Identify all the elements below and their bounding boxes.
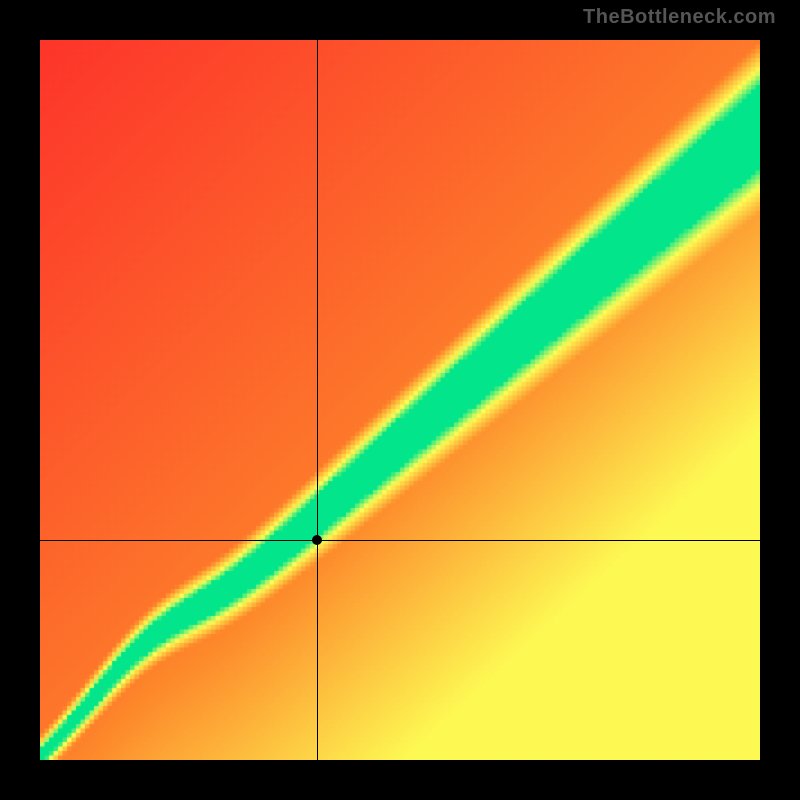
crosshair-vertical — [317, 40, 318, 760]
plot-area — [40, 40, 760, 760]
heatmap-canvas — [40, 40, 760, 760]
crosshair-horizontal — [40, 540, 760, 541]
crosshair-marker — [312, 535, 322, 545]
chart-frame: TheBottleneck.com — [0, 0, 800, 800]
watermark-text: TheBottleneck.com — [583, 6, 776, 29]
